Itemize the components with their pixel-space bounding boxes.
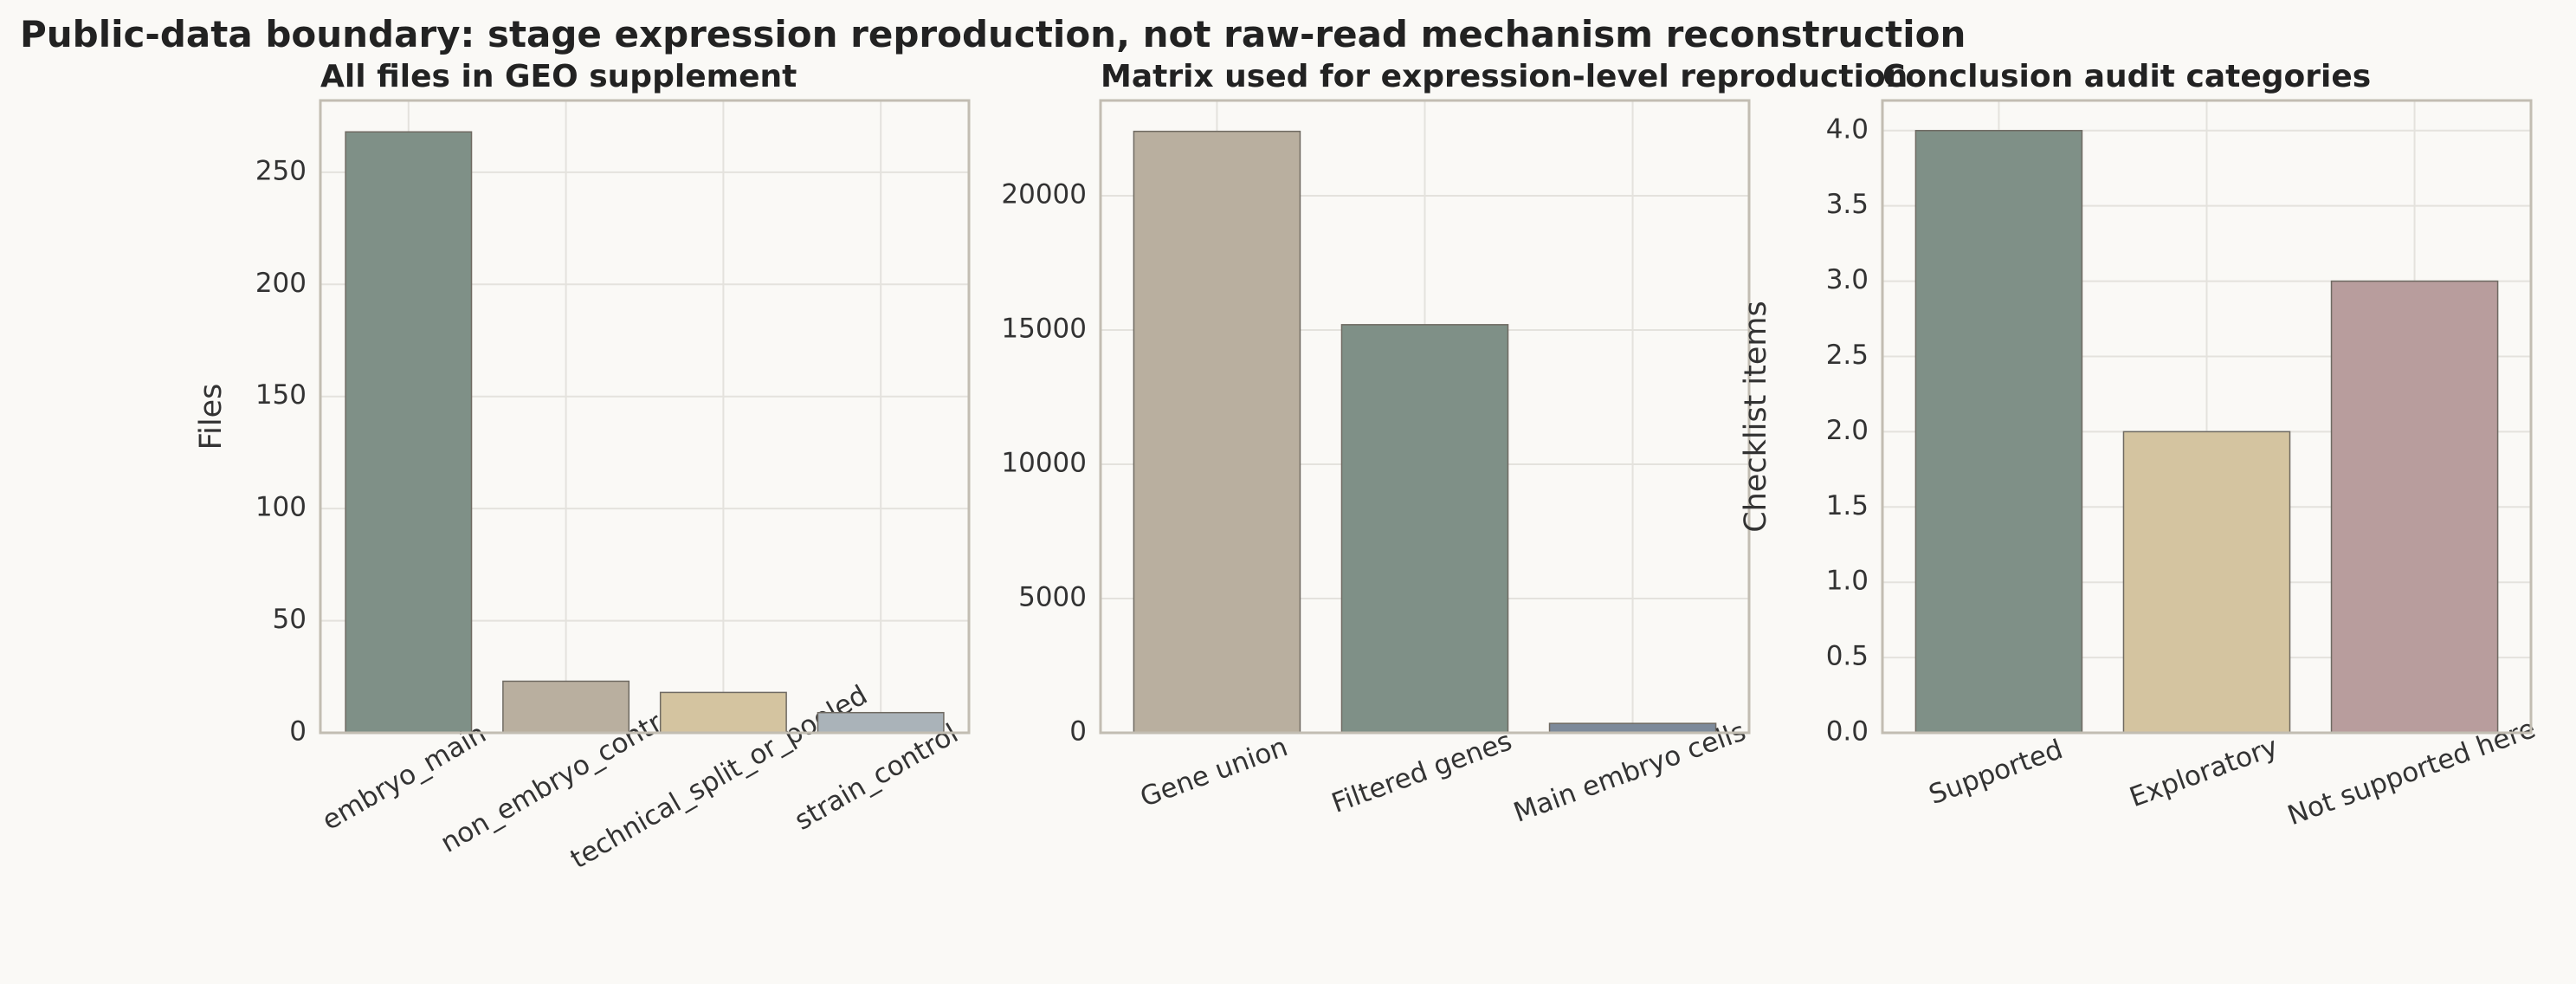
y-tick-label: 3.0 (1826, 264, 1869, 295)
bar (659, 691, 787, 734)
bar (817, 711, 945, 734)
y-axis-label: Checklist items (1739, 301, 1773, 533)
y-tick-label: 200 (255, 268, 307, 299)
axes-frame (1881, 99, 2533, 735)
axes-frame (1099, 99, 1751, 735)
bar (1340, 324, 1509, 734)
bar (345, 131, 473, 734)
y-tick-label: 250 (255, 155, 307, 186)
y-tick-label: 1.0 (1826, 566, 1869, 597)
y-tick-label: 0.5 (1826, 641, 1869, 672)
bar (502, 680, 630, 734)
x-tick-label: Filtered genes (1327, 725, 1515, 819)
axes-frame (319, 99, 971, 735)
y-axis-label: Files (194, 384, 229, 450)
chart-title: All files in GEO supplement (320, 59, 797, 94)
y-tick-label: 4.0 (1826, 113, 1869, 145)
y-tick-label: 1.5 (1826, 490, 1869, 521)
y-tick-label: 2.0 (1826, 415, 1869, 446)
x-tick-label: Exploratory (2126, 731, 2282, 813)
y-tick-label: 0 (289, 716, 307, 748)
y-tick-label: 3.5 (1826, 189, 1869, 220)
bar (1133, 130, 1301, 734)
figure-title: Public-data boundary: stage expression r… (20, 13, 1966, 55)
y-tick-label: 10000 (1001, 448, 1087, 479)
chart-title: Conclusion audit categories (1882, 59, 2371, 94)
y-tick-label: 100 (255, 492, 307, 523)
chart-title: Matrix used for expression-level reprodu… (1101, 59, 1908, 94)
y-tick-label: 20000 (1001, 179, 1087, 210)
x-tick-label: Supported (1925, 734, 2067, 811)
bar (1548, 722, 1717, 734)
y-tick-label: 0 (1069, 716, 1087, 748)
y-tick-label: 150 (255, 379, 307, 411)
bar (1914, 130, 2083, 734)
x-tick-label: Gene union (1136, 731, 1292, 813)
y-tick-label: 50 (273, 604, 307, 635)
bar (2122, 430, 2291, 734)
y-tick-label: 15000 (1001, 314, 1087, 345)
bar (2330, 280, 2499, 734)
y-tick-label: 5000 (1018, 582, 1087, 613)
y-tick-label: 0.0 (1826, 716, 1869, 748)
y-tick-label: 2.5 (1826, 340, 1869, 371)
